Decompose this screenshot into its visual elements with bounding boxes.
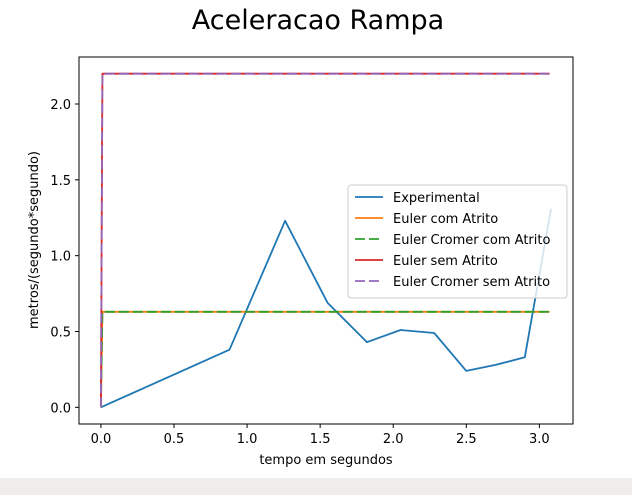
y-tick-label: 0.0 — [50, 401, 71, 416]
y-axis-label: metros/(segundo*segundo) — [27, 151, 42, 329]
x-axis-label: tempo em segundos — [259, 453, 393, 468]
figure: Aceleracao Rampa 0.0 0.5 1.0 1.5 2.0 2.5 3.0 0… — [0, 0, 632, 478]
series-line-0 — [100, 208, 552, 409]
legend-label: Euler Cromer sem Atrito — [393, 275, 550, 290]
x-tick-label: 1.5 — [310, 432, 331, 447]
legend-label: Euler com Atrito — [393, 212, 498, 227]
legend-label: Experimental — [393, 191, 480, 206]
x-tick-label: 3.0 — [529, 432, 550, 447]
series-line-2 — [100, 310, 550, 408]
chart-title: Aceleracao Rampa — [192, 5, 444, 36]
series-line-4 — [100, 72, 550, 408]
x-tick-label: 2.0 — [383, 432, 404, 447]
axes-frame — [78, 56, 574, 425]
legend-box — [347, 184, 568, 299]
series-line-1 — [100, 310, 550, 408]
y-tick-label: 1.5 — [50, 174, 71, 189]
legend-label: Euler Cromer com Atrito — [393, 233, 550, 248]
x-tick-label: 1.0 — [237, 432, 258, 447]
x-tick-label: 0.5 — [164, 432, 185, 447]
legend-label: Euler sem Atrito — [393, 254, 498, 269]
x-axis-ticks: 0.0 0.5 1.0 1.5 2.0 2.5 3.0 — [91, 424, 550, 447]
y-axis-ticks: 0.0 0.5 1.0 1.5 2.0 — [50, 98, 79, 416]
y-tick-label: 1.0 — [50, 250, 71, 265]
legend: Experimental Euler com Atrito Euler Cromer… — [347, 184, 568, 299]
y-tick-label: 0.5 — [50, 325, 71, 340]
x-tick-label: 0.0 — [91, 432, 112, 447]
line-chart: Aceleracao Rampa 0.0 0.5 1.0 1.5 2.0 2.5 3.0 0… — [27, 5, 574, 468]
x-tick-label: 2.5 — [456, 432, 477, 447]
y-tick-label: 2.0 — [50, 98, 71, 113]
plot-area — [100, 72, 552, 409]
status-bar — [0, 478, 632, 495]
